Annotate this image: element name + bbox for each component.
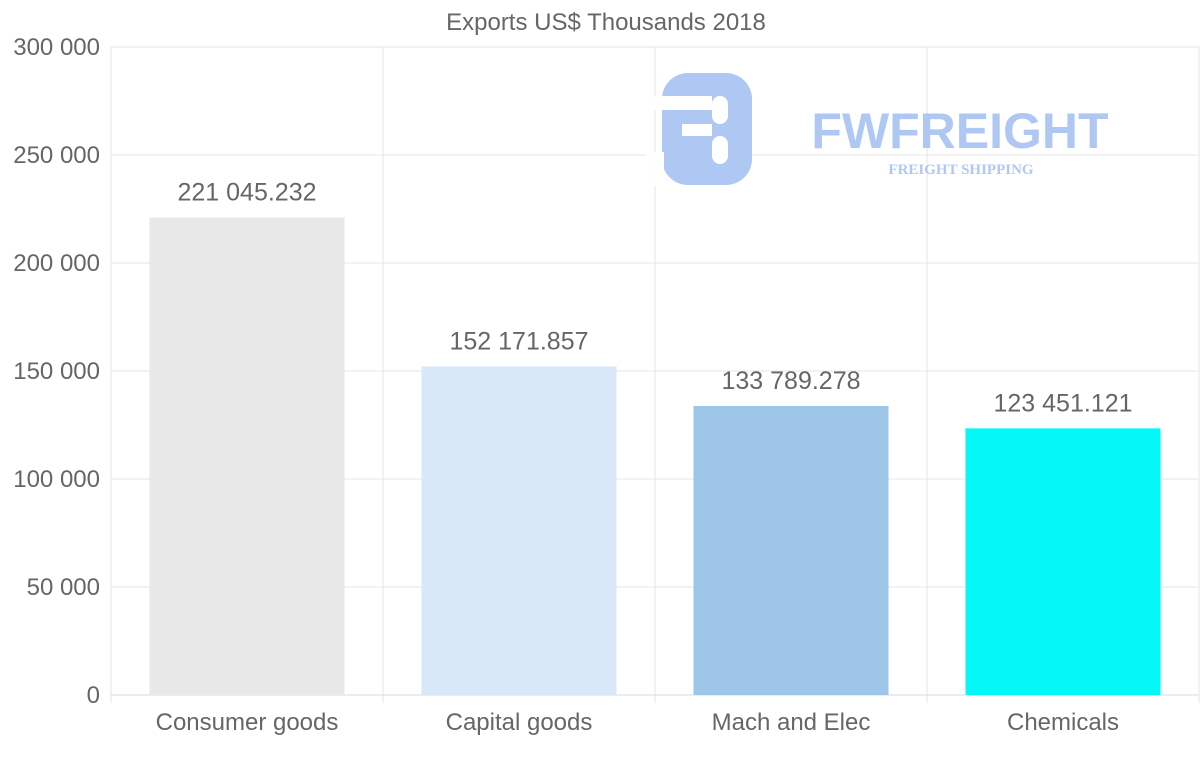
bar[interactable] <box>693 406 889 695</box>
y-tick-label: 300 000 <box>13 34 100 61</box>
y-tick-label: 250 000 <box>13 142 100 169</box>
bar[interactable] <box>965 428 1161 695</box>
y-tick-label: 200 000 <box>13 250 100 277</box>
data-label: 221 045.232 <box>177 179 316 207</box>
bar[interactable] <box>149 217 345 695</box>
bars <box>149 217 1161 695</box>
y-tick-label: 0 <box>87 682 100 709</box>
y-tick-label: 150 000 <box>13 358 100 385</box>
data-label: 123 451.121 <box>993 389 1132 417</box>
y-tick-label: 100 000 <box>13 466 100 493</box>
x-tick-label: Capital goods <box>446 709 593 736</box>
data-label: 133 789.278 <box>721 367 860 395</box>
watermark-brand: FWFREIGHT <box>811 103 1108 159</box>
fwfreight-watermark: FWFREIGHT FREIGHT SHIPPING <box>646 73 1109 186</box>
y-tick-label: 50 000 <box>27 574 100 601</box>
x-tick-label: Consumer goods <box>156 709 339 736</box>
x-tick-label: Mach and Elec <box>712 709 871 736</box>
chart-title: Exports US$ Thousands 2018 <box>446 9 766 36</box>
watermark-tagline: FREIGHT SHIPPING <box>888 162 1033 178</box>
fwfreight-logo-icon <box>646 73 752 186</box>
x-tick-label: Chemicals <box>1007 709 1119 736</box>
data-label: 152 171.857 <box>449 327 588 355</box>
bar[interactable] <box>421 366 617 695</box>
y-axis: 0 50 000 100 000 150 000 200 000 250 000 300 0… <box>13 34 100 709</box>
data-labels: 221 045.232 152 171.857 133 789.278 123 451… <box>177 179 1132 418</box>
